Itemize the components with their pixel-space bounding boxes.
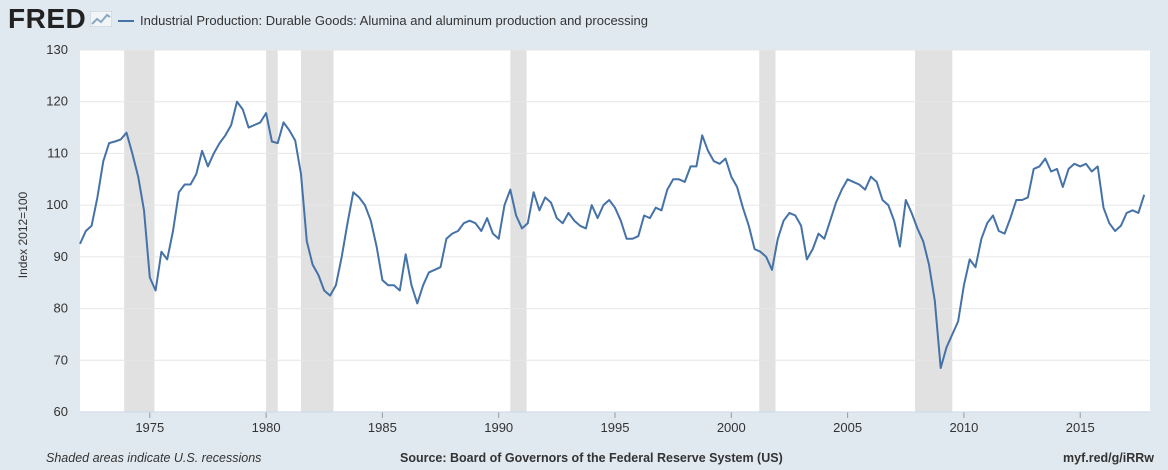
x-tick-label: 1975 [135, 420, 164, 435]
y-tick-label: 60 [54, 404, 68, 419]
fred-logo[interactable]: FRED [8, 3, 87, 34]
chart-area: 60 70 80 90 100 110 120 130 1975 1980 1985 1990 199… [0, 40, 1168, 445]
x-tick-label: 1985 [368, 420, 397, 435]
x-tick-label: 2015 [1066, 420, 1095, 435]
series-line [79, 100, 1146, 369]
y-axis-ticks: 60 70 80 90 100 110 120 130 [46, 42, 68, 419]
recession-band [759, 50, 776, 412]
x-tick-label: 1990 [484, 420, 513, 435]
legend-label: Industrial Production: Durable Goods: Al… [140, 13, 649, 28]
x-tick-label: 2005 [833, 420, 862, 435]
x-tick-label: 2000 [717, 420, 746, 435]
y-tick-label: 120 [46, 94, 68, 109]
x-axis-ticks: 1975 1980 1985 1990 1995 2000 2005 2010 2015 [80, 411, 1150, 435]
recession-band [124, 50, 155, 412]
recession-band [510, 50, 527, 412]
legend-swatch [118, 19, 134, 22]
plot-background [80, 50, 1150, 412]
x-tick-label: 1995 [601, 420, 630, 435]
recession-band [266, 50, 278, 412]
header: FRED Industrial Production: Durable Good… [0, 0, 1168, 40]
y-tick-label: 70 [54, 352, 68, 367]
y-tick-label: 90 [54, 249, 68, 264]
legend: Industrial Production: Durable Goods: Al… [118, 13, 648, 28]
x-tick-label: 2010 [949, 420, 978, 435]
y-tick-label: 100 [46, 197, 68, 212]
line-chart: 60 70 80 90 100 110 120 130 1975 1980 1985 1990 199… [16, 42, 1150, 435]
x-tick-label: 1980 [252, 420, 281, 435]
y-tick-label: 130 [46, 42, 68, 57]
y-tick-label: 80 [54, 301, 68, 316]
recession-note: Shaded areas indicate U.S. recessions [46, 451, 262, 465]
y-axis-label: Index 2012=100 [16, 191, 30, 278]
y-tick-label: 110 [47, 145, 68, 160]
source-note: Source: Board of Governors of the Federa… [400, 451, 783, 465]
short-url-link[interactable]: myf.red/g/iRRw [1063, 451, 1154, 465]
fred-graph-icon [90, 11, 112, 27]
recession-band [915, 50, 953, 412]
